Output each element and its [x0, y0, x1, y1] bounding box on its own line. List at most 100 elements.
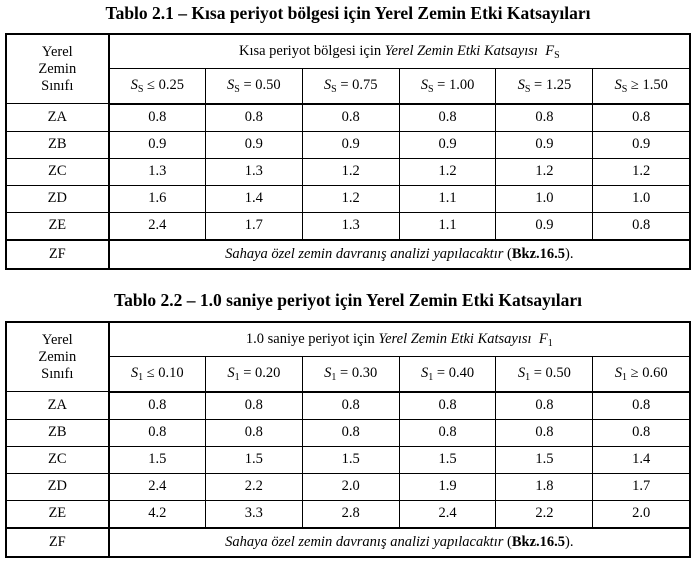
table1-title: Tablo 2.1 – Kısa periyot bölgesi için Ye… — [105, 3, 591, 23]
coefficient-cell: 0.8 — [495, 103, 594, 132]
table-row: ZE 2.4 1.7 1.3 1.1 0.9 0.8 — [5, 211, 691, 241]
table-row: ZA 0.8 0.8 0.8 0.8 0.8 0.8 — [5, 103, 691, 132]
table2-title: Tablo 2.2 – 1.0 saniye periyot için Yere… — [114, 290, 582, 310]
column-threshold: = 0.75 — [336, 76, 378, 93]
coefficient-cell: 0.8 — [592, 103, 691, 132]
column-symbol-sub: 1 — [234, 371, 240, 383]
zf-note: Sahaya özel zemin davranış analizi yapıl… — [108, 527, 691, 557]
coefficient-cell: 1.8 — [495, 472, 594, 501]
coefficient-cell: 1.2 — [398, 157, 497, 186]
coefficient-cell: 0.8 — [301, 418, 400, 447]
column-symbol: S — [421, 364, 429, 381]
coefficient-cell: 1.7 — [204, 211, 303, 241]
coef-symbol-sub: S — [554, 49, 560, 61]
column-threshold: = 0.50 — [239, 76, 281, 93]
soil-class-cell: ZF — [5, 239, 110, 269]
coefficient-cell: 1.5 — [301, 445, 400, 474]
group-header: 1.0 saniye periyot için Yerel Zemin Etki… — [108, 321, 691, 358]
column-symbol-sub: S — [234, 83, 240, 95]
coefficient-cell: 0.8 — [495, 418, 594, 447]
coefficient-cell: 3.3 — [204, 499, 303, 529]
table-row-zf: ZF Sahaya özel zemin davranış analizi yap… — [5, 527, 691, 557]
table-row: ZC 1.5 1.5 1.5 1.5 1.5 1.4 — [5, 445, 691, 474]
table-row: ZA 0.8 0.8 0.8 0.8 0.8 0.8 — [5, 391, 691, 420]
column-header: SS = 0.50 — [204, 68, 303, 105]
class-header-line: Zemin — [38, 60, 77, 77]
coefficient-cell: 0.9 — [204, 130, 303, 159]
coefficient-cell: 1.3 — [204, 157, 303, 186]
coefficient-cell: 0.8 — [592, 418, 691, 447]
coefficient-cell: 1.5 — [108, 445, 206, 474]
column-symbol-sub: S — [137, 83, 144, 95]
table-row: ZB 0.8 0.8 0.8 0.8 0.8 0.8 — [5, 418, 691, 447]
class-header-line: Yerel — [41, 331, 73, 348]
coefficient-cell: 0.9 — [592, 130, 691, 159]
coefficient-cell: 0.8 — [204, 103, 303, 132]
column-threshold: ≤ 0.25 — [143, 76, 184, 93]
coefficient-cell: 1.4 — [592, 445, 691, 474]
column-header: S1 = 0.40 — [398, 356, 497, 393]
table-row: ZD 1.6 1.4 1.2 1.1 1.0 1.0 — [5, 184, 691, 213]
table-row: ZC 1.3 1.3 1.2 1.2 1.2 1.2 — [5, 157, 691, 186]
class-header-line: Yerel — [41, 43, 73, 60]
soil-class-cell: ZE — [5, 211, 110, 241]
column-symbol-sub: 1 — [621, 371, 627, 383]
soil-class-cell: ZF — [5, 527, 110, 557]
coefficient-cell: 1.5 — [495, 445, 594, 474]
coefficient-cell: 0.9 — [495, 130, 594, 159]
coefficient-cell: 0.9 — [301, 130, 400, 159]
table-row-zf: ZF Sahaya özel zemin davranış analizi yap… — [5, 239, 691, 269]
column-threshold: = 0.40 — [433, 364, 475, 381]
column-symbol: S — [517, 364, 526, 381]
soil-class-cell: ZA — [5, 391, 110, 420]
coefficient-cell: 1.2 — [301, 184, 400, 213]
group-header: Kısa periyot bölgesi için Yerel Zemin Et… — [108, 33, 691, 70]
group-header-prefix: Kısa periyot bölgesi için — [238, 42, 385, 59]
column-header: SS = 1.00 — [398, 68, 497, 105]
zf-reference: Bkz.16.5 — [511, 245, 566, 262]
coefficient-cell: 2.2 — [204, 472, 303, 501]
soil-class-cell: ZC — [5, 157, 110, 186]
coefficient-cell: 0.8 — [301, 391, 400, 420]
soil-class-cell: ZC — [5, 445, 110, 474]
column-threshold: ≥ 0.60 — [626, 364, 668, 381]
column-symbol: S — [324, 364, 332, 381]
coefficient-cell: 0.8 — [398, 391, 497, 420]
column-header: SS = 1.25 — [495, 68, 594, 105]
coef-symbol: F — [538, 330, 548, 347]
column-header: S1 = 0.50 — [495, 356, 594, 393]
column-symbol: S — [420, 76, 428, 93]
column-symbol-sub: S — [331, 83, 337, 95]
class-header-line: Sınıfı — [41, 365, 74, 382]
column-header: S1 ≥ 0.60 — [592, 356, 691, 393]
column-symbol-sub: 1 — [428, 371, 434, 383]
coefficient-cell: 2.8 — [301, 499, 400, 529]
soil-class-cell: ZD — [5, 184, 110, 213]
zf-note-text: Sahaya özel zemin davranış analizi yapıl… — [225, 245, 504, 262]
coefficient-cell: 1.2 — [495, 157, 594, 186]
column-threshold: = 0.20 — [239, 364, 281, 381]
column-symbol: S — [614, 76, 622, 93]
coefficient-cell: 0.9 — [495, 211, 594, 241]
coefficient-cell: 2.4 — [108, 211, 206, 241]
column-symbol: S — [130, 364, 139, 381]
class-header-line: Zemin — [38, 348, 77, 365]
column-symbol: S — [227, 76, 235, 93]
coefficient-cell: 0.8 — [204, 391, 303, 420]
coefficient-cell: 2.0 — [301, 472, 400, 501]
zf-note-text: Sahaya özel zemin davranış analizi yapıl… — [225, 533, 504, 550]
column-threshold: = 0.50 — [530, 364, 571, 381]
group-header-prefix: 1.0 saniye periyot için — [245, 330, 379, 347]
coefficient-cell: 2.4 — [398, 499, 497, 529]
coefficient-cell: 1.3 — [108, 157, 206, 186]
coefficient-cell: 1.9 — [398, 472, 497, 501]
coefficient-cell: 1.4 — [204, 184, 303, 213]
column-header: SS ≤ 0.25 — [108, 68, 206, 105]
column-threshold: ≤ 0.10 — [143, 364, 184, 381]
column-symbol-sub: S — [621, 83, 628, 95]
column-symbol: S — [614, 364, 622, 381]
soil-class-cell: ZA — [5, 103, 110, 132]
coefficient-cell: 2.4 — [108, 472, 206, 501]
coefficient-cell: 2.0 — [592, 499, 691, 529]
coefficient-cell: 1.3 — [301, 211, 400, 241]
